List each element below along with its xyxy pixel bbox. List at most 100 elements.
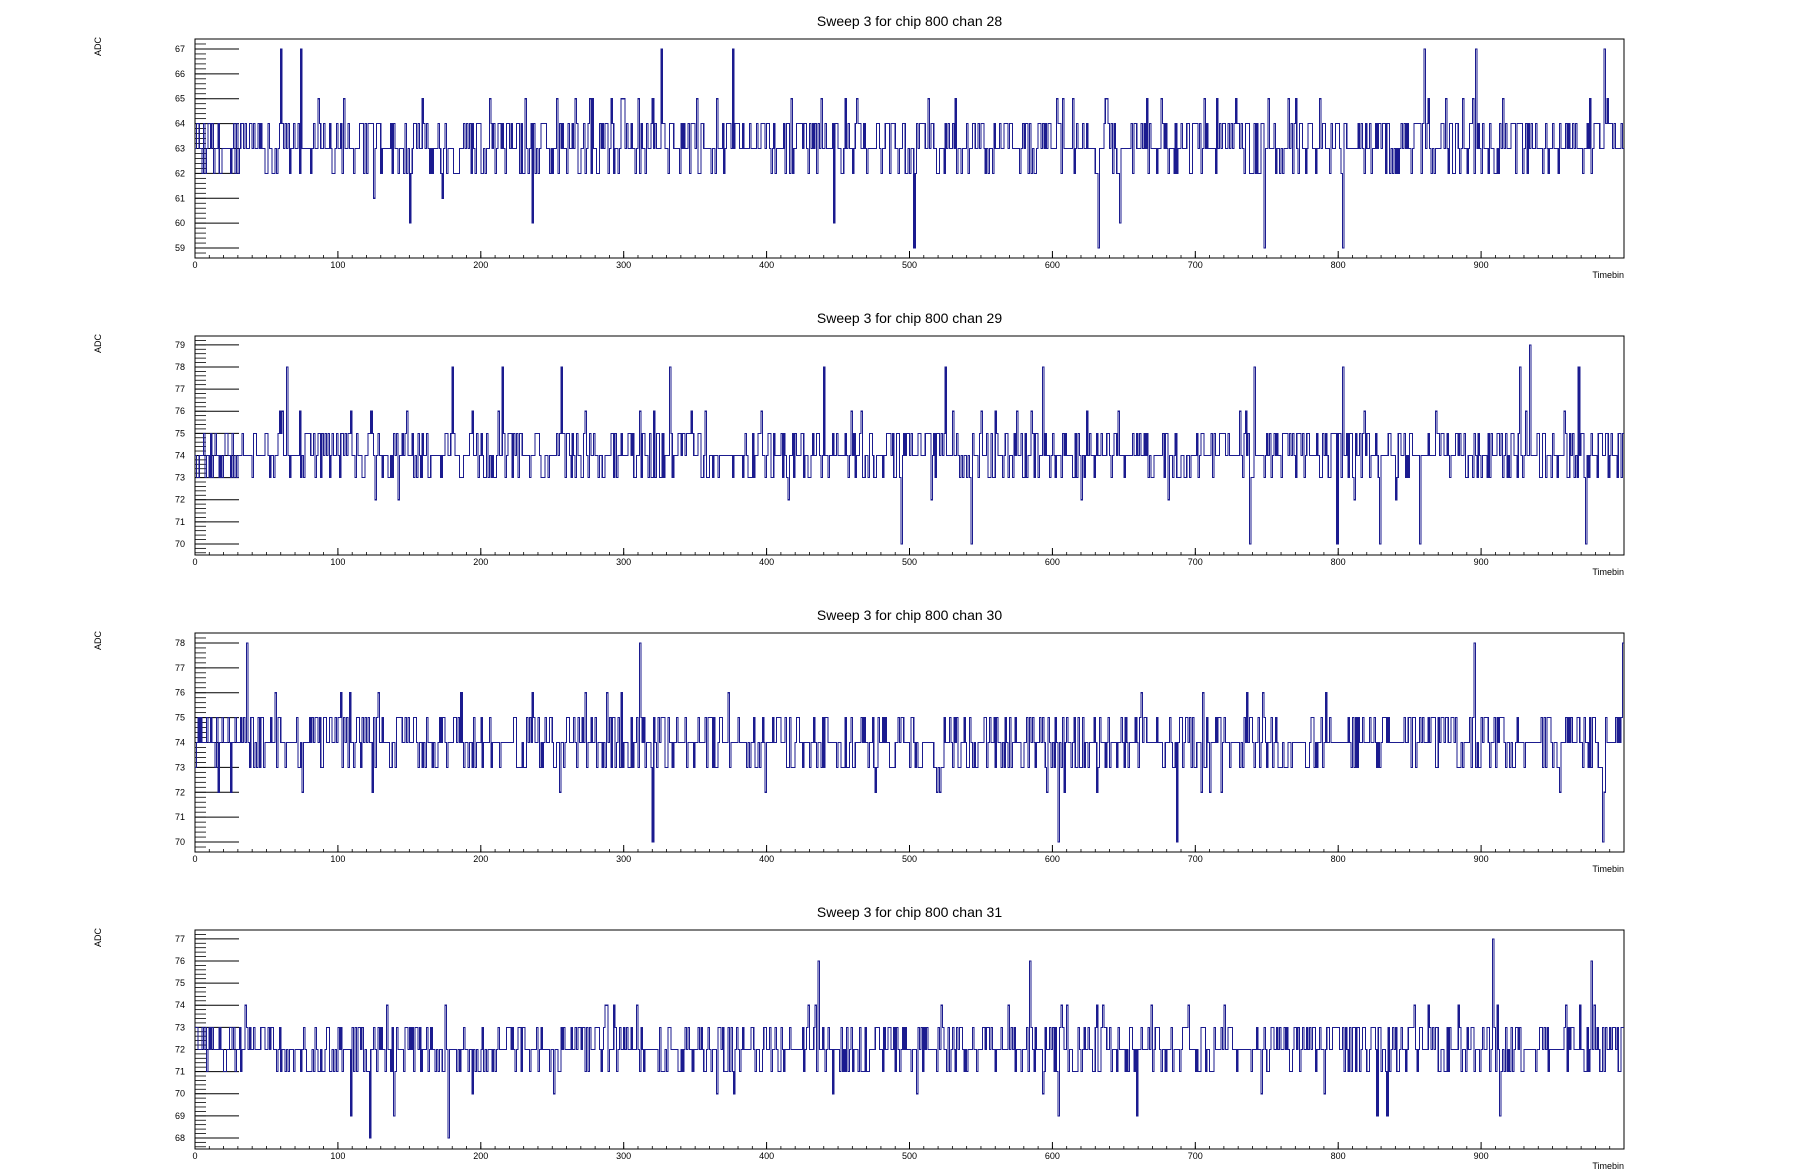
x-tick-label: 200 [473, 1151, 488, 1161]
x-tick-label: 500 [902, 1151, 917, 1161]
chart-title: Sweep 3 for chip 800 chan 31 [817, 904, 1002, 920]
x-tick-label: 900 [1474, 557, 1489, 567]
x-tick-label: 500 [902, 260, 917, 270]
y-tick-label: 79 [175, 340, 185, 350]
x-tick-label: 400 [759, 1151, 774, 1161]
x-tick-label: 0 [192, 557, 197, 567]
y-tick-label: 59 [175, 243, 185, 253]
chart-panel: Sweep 3 for chip 800 chan 31 ADC Timebin 68… [93, 904, 1625, 1171]
x-tick-label: 900 [1474, 854, 1489, 864]
y-tick-label: 63 [175, 144, 185, 154]
chart-title: Sweep 3 for chip 800 chan 29 [817, 310, 1002, 326]
x-tick-label: 600 [1045, 260, 1060, 270]
y-tick-label: 65 [175, 94, 185, 104]
y-tick-label: 72 [175, 787, 185, 797]
y-tick-label: 70 [175, 837, 185, 847]
y-axis-label: ADC [93, 928, 103, 948]
x-tick-label: 100 [330, 557, 345, 567]
x-tick-label: 300 [616, 1151, 631, 1161]
y-tick-label: 70 [175, 1089, 185, 1099]
x-tick-label: 700 [1188, 557, 1203, 567]
y-tick-label: 71 [175, 517, 185, 527]
adc-step-series [195, 344, 1624, 545]
x-tick-label: 300 [616, 854, 631, 864]
y-tick-label: 76 [175, 406, 185, 416]
x-tick-label: 700 [1188, 1151, 1203, 1161]
y-tick-label: 76 [175, 688, 185, 698]
y-tick-label: 71 [175, 1067, 185, 1077]
chart-panel: Sweep 3 for chip 800 chan 28 ADC Timebin 59… [93, 13, 1625, 280]
x-axis-label: Timebin [1592, 1161, 1624, 1171]
chart-title: Sweep 3 for chip 800 chan 30 [817, 607, 1002, 623]
chart-panel: Sweep 3 for chip 800 chan 30 ADC Timebin 70… [93, 607, 1625, 874]
adc-step-series [195, 48, 1624, 249]
x-tick-label: 0 [192, 260, 197, 270]
y-tick-label: 72 [175, 495, 185, 505]
y-tick-label: 77 [175, 934, 185, 944]
x-axis-label: Timebin [1592, 864, 1624, 874]
y-tick-label: 61 [175, 193, 185, 203]
y-tick-label: 74 [175, 1000, 185, 1010]
adc-step-series [195, 642, 1624, 843]
y-tick-label: 60 [175, 218, 185, 228]
y-tick-label: 64 [175, 119, 185, 129]
y-tick-label: 75 [175, 713, 185, 723]
x-tick-label: 200 [473, 854, 488, 864]
x-tick-label: 800 [1331, 557, 1346, 567]
chart-panel: Sweep 3 for chip 800 chan 29 ADC Timebin 70… [93, 310, 1625, 577]
y-tick-label: 77 [175, 384, 185, 394]
x-tick-label: 200 [473, 260, 488, 270]
x-tick-label: 600 [1045, 854, 1060, 864]
x-tick-label: 400 [759, 260, 774, 270]
y-tick-label: 78 [175, 362, 185, 372]
y-tick-label: 72 [175, 1044, 185, 1054]
y-axis-label: ADC [93, 334, 103, 354]
x-axis-label: Timebin [1592, 567, 1624, 577]
y-axis-label: ADC [93, 631, 103, 651]
y-tick-label: 73 [175, 762, 185, 772]
x-tick-label: 700 [1188, 260, 1203, 270]
x-tick-label: 800 [1331, 260, 1346, 270]
y-tick-label: 76 [175, 956, 185, 966]
x-tick-label: 600 [1045, 1151, 1060, 1161]
y-axis-label: ADC [93, 37, 103, 57]
x-tick-label: 400 [759, 557, 774, 567]
y-tick-label: 62 [175, 168, 185, 178]
x-tick-label: 400 [759, 854, 774, 864]
x-tick-label: 800 [1331, 1151, 1346, 1161]
y-tick-label: 77 [175, 663, 185, 673]
x-tick-label: 100 [330, 260, 345, 270]
x-axis-label: Timebin [1592, 270, 1624, 280]
y-tick-label: 75 [175, 428, 185, 438]
x-tick-label: 700 [1188, 854, 1203, 864]
y-tick-label: 75 [175, 978, 185, 988]
y-tick-label: 67 [175, 44, 185, 54]
x-tick-label: 900 [1474, 260, 1489, 270]
x-tick-label: 900 [1474, 1151, 1489, 1161]
chart-title: Sweep 3 for chip 800 chan 28 [817, 13, 1002, 29]
x-tick-label: 500 [902, 854, 917, 864]
y-tick-label: 74 [175, 738, 185, 748]
y-tick-label: 78 [175, 638, 185, 648]
y-tick-label: 70 [175, 539, 185, 549]
x-tick-label: 100 [330, 1151, 345, 1161]
x-tick-label: 300 [616, 260, 631, 270]
x-tick-label: 800 [1331, 854, 1346, 864]
y-tick-label: 73 [175, 1022, 185, 1032]
y-tick-label: 74 [175, 450, 185, 460]
x-tick-label: 100 [330, 854, 345, 864]
y-tick-label: 66 [175, 69, 185, 79]
adc-step-series [195, 938, 1624, 1139]
x-tick-label: 500 [902, 557, 917, 567]
y-tick-label: 68 [175, 1133, 185, 1143]
x-tick-label: 200 [473, 557, 488, 567]
x-tick-label: 600 [1045, 557, 1060, 567]
x-tick-label: 0 [192, 854, 197, 864]
x-tick-label: 0 [192, 1151, 197, 1161]
y-tick-label: 71 [175, 812, 185, 822]
y-tick-label: 73 [175, 473, 185, 483]
y-tick-label: 69 [175, 1111, 185, 1121]
x-tick-label: 300 [616, 557, 631, 567]
